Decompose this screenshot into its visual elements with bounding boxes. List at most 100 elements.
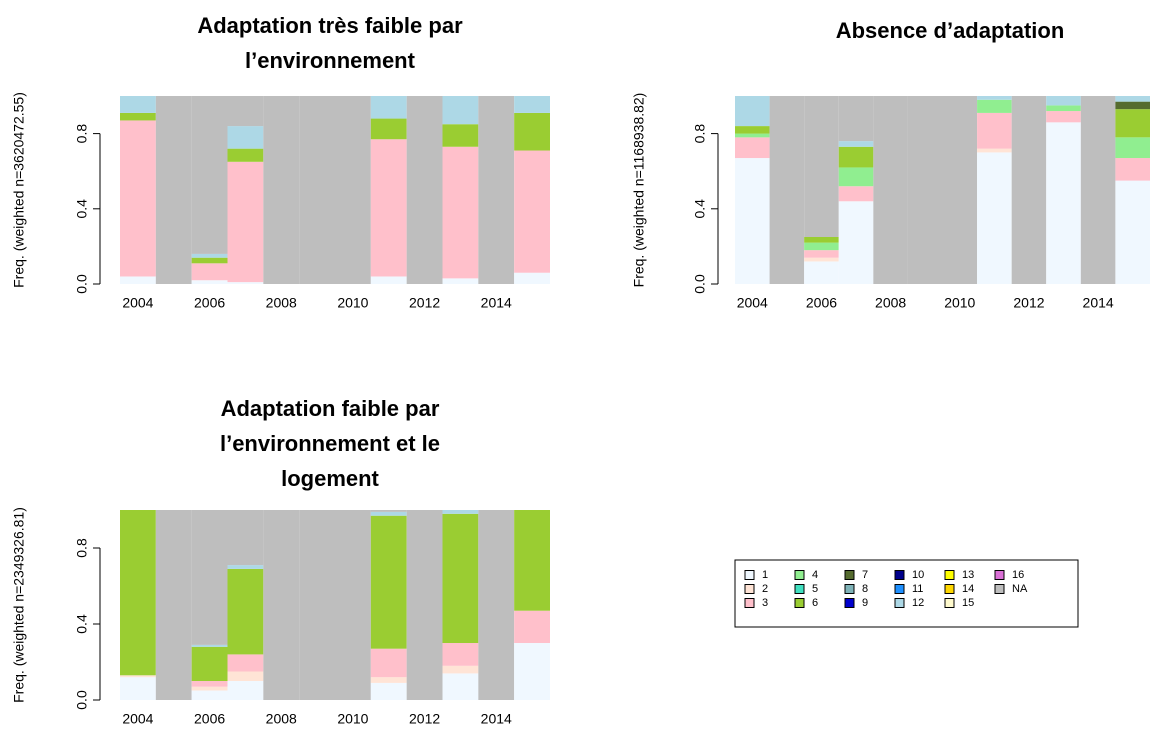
bar-segment bbox=[370, 139, 407, 277]
bar-segment bbox=[873, 96, 908, 284]
x-tick-label: 2004 bbox=[122, 295, 153, 311]
bar-segment bbox=[735, 137, 770, 159]
legend-swatch bbox=[944, 584, 955, 594]
bar-segment bbox=[838, 141, 874, 147]
bar-segment bbox=[227, 126, 264, 149]
legend-swatch bbox=[794, 598, 805, 608]
bar-segment bbox=[263, 510, 300, 700]
y-tick-label: 0.0 bbox=[692, 274, 708, 294]
bar-segment bbox=[227, 148, 264, 162]
legend-swatch bbox=[844, 598, 855, 608]
y-axis-label: Freq. (weighted n=3620472.55) bbox=[11, 92, 27, 288]
legend-swatch bbox=[844, 570, 855, 580]
legend-label: 10 bbox=[912, 569, 924, 581]
x-tick-label: 2010 bbox=[944, 295, 975, 311]
bar-segment bbox=[227, 96, 264, 127]
bar-segment bbox=[838, 146, 874, 168]
x-tick-label: 2004 bbox=[122, 711, 153, 727]
bar-segment bbox=[1115, 96, 1150, 102]
bar-segment bbox=[335, 96, 371, 284]
bar-segment bbox=[120, 96, 156, 113]
bar-segment bbox=[907, 96, 943, 284]
y-tick-label: 0.8 bbox=[74, 538, 90, 558]
bar-segment bbox=[942, 96, 978, 284]
x-tick-label: 2008 bbox=[266, 711, 297, 727]
legend-label: 16 bbox=[1012, 569, 1024, 581]
bar-segment bbox=[977, 112, 1012, 149]
bar-segment bbox=[442, 643, 479, 666]
bar-segment bbox=[370, 510, 407, 512]
bar-segment bbox=[1011, 96, 1047, 284]
bar-segment bbox=[735, 133, 770, 138]
legend-swatch bbox=[744, 584, 755, 594]
bar-segment bbox=[227, 282, 264, 284]
x-tick-label: 2004 bbox=[737, 295, 768, 311]
bar-segment bbox=[406, 96, 443, 284]
chart-title: l’environnement et le bbox=[220, 431, 440, 456]
bar-segment bbox=[227, 565, 264, 569]
legend-label: NA bbox=[1012, 583, 1028, 595]
x-tick-label: 2008 bbox=[875, 295, 906, 311]
bar-segment bbox=[442, 665, 479, 674]
y-tick-label: 0.0 bbox=[74, 274, 90, 294]
bar-segment bbox=[191, 686, 228, 691]
legend-swatch bbox=[994, 584, 1005, 594]
bar-segment bbox=[120, 112, 156, 121]
bar-segment bbox=[191, 510, 228, 645]
bar-segment bbox=[120, 120, 156, 277]
x-tick-label: 2012 bbox=[1013, 295, 1044, 311]
x-tick-label: 2014 bbox=[481, 711, 512, 727]
bar-segment bbox=[514, 643, 550, 700]
bar-segment bbox=[442, 513, 479, 643]
bar-segment bbox=[370, 511, 407, 516]
bar-segment bbox=[442, 278, 479, 284]
bar-segment bbox=[370, 677, 407, 683]
bar-segment bbox=[370, 682, 407, 700]
bar-segment bbox=[155, 510, 192, 700]
bar-segment bbox=[838, 96, 874, 142]
legend-swatch bbox=[894, 584, 905, 594]
bar-segment bbox=[514, 96, 550, 113]
bar-segment bbox=[442, 124, 479, 147]
y-tick-label: 0.4 bbox=[692, 199, 708, 219]
x-tick-label: 2012 bbox=[409, 711, 440, 727]
legend-swatch bbox=[894, 570, 905, 580]
x-tick-label: 2014 bbox=[1083, 295, 1114, 311]
bar-segment bbox=[514, 150, 550, 273]
legend-swatch bbox=[794, 570, 805, 580]
bar-segment bbox=[514, 610, 550, 643]
x-tick-label: 2012 bbox=[409, 295, 440, 311]
bar-segment bbox=[478, 510, 515, 700]
bar-segment bbox=[977, 96, 1012, 100]
bar-segment bbox=[1115, 101, 1150, 110]
bar-segment bbox=[191, 257, 228, 264]
x-tick-label: 2006 bbox=[194, 711, 225, 727]
legend-label: 8 bbox=[862, 583, 868, 595]
x-tick-label: 2010 bbox=[337, 295, 368, 311]
bar-segment bbox=[227, 671, 264, 681]
chart-title: Adaptation très faible par bbox=[197, 13, 463, 38]
bar-segment bbox=[1115, 137, 1150, 159]
bar-segment bbox=[804, 257, 839, 262]
bar-segment bbox=[442, 96, 479, 125]
bar-segment bbox=[299, 510, 335, 700]
bar-segment bbox=[735, 96, 770, 127]
bar-segment bbox=[191, 681, 228, 687]
bar-segment bbox=[514, 112, 550, 151]
bar-segment bbox=[1115, 158, 1150, 181]
bar-segment bbox=[191, 690, 228, 700]
bar-segment bbox=[299, 96, 335, 284]
legend-swatch bbox=[994, 570, 1005, 580]
bar-segment bbox=[977, 99, 1012, 113]
x-tick-label: 2010 bbox=[337, 711, 368, 727]
legend-label: 13 bbox=[962, 569, 974, 581]
bar-segment bbox=[191, 644, 228, 647]
bar-segment bbox=[370, 276, 407, 284]
bar-segment bbox=[1046, 105, 1081, 112]
chart-title: l’environnement bbox=[245, 48, 416, 73]
legend-label: 14 bbox=[962, 583, 974, 595]
bar-segment bbox=[155, 96, 192, 284]
bar-segment bbox=[370, 96, 407, 119]
bar-segment bbox=[227, 681, 264, 700]
